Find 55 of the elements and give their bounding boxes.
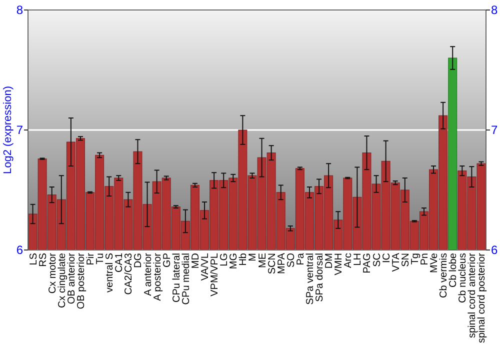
- x-tick-label: ventral S: [104, 252, 116, 292]
- x-tick-label: CA2/CA3: [124, 252, 135, 295]
- x-tick-label: Hb: [238, 252, 250, 266]
- x-tick-label: SN: [400, 253, 412, 267]
- x-tick-label: CPu medial: [180, 253, 192, 305]
- x-tick-label: Cb lobe: [448, 252, 460, 288]
- x-tick-label: LG: [219, 252, 230, 266]
- x-tick-label: A anterior: [142, 252, 154, 296]
- x-tick-label: Cx cingulate: [56, 252, 68, 308]
- x-tick-label: MPA: [276, 252, 288, 274]
- x-tick-label: Arc: [343, 253, 354, 268]
- x-tick-label: Cx motor: [47, 252, 58, 294]
- x-tick-label: CPu lateral: [171, 253, 182, 302]
- x-tick-label: PAG: [362, 252, 374, 274]
- x-tick-label: MVe: [429, 252, 440, 274]
- x-tick-label: SCN: [266, 253, 278, 274]
- y2-tick-label: 8: [491, 3, 498, 18]
- x-tick-label: Pa: [295, 252, 306, 266]
- x-tick-label: A posterior: [152, 252, 164, 301]
- y2-tick-label: 7: [491, 123, 498, 138]
- x-tick-label: DM: [324, 253, 336, 269]
- x-tick-label: Tu: [95, 253, 106, 264]
- x-tick-label: OB anterior: [66, 252, 78, 304]
- x-tick-label: GP: [162, 252, 173, 268]
- x-tick-label: Pir: [86, 252, 97, 266]
- x-tick-label: DG: [133, 252, 144, 268]
- x-tick-label: M: [248, 253, 259, 262]
- x-tick-label: Cb vermis: [438, 253, 450, 298]
- x-tick-label: spinal cord anterior: [467, 252, 478, 338]
- x-tick-label: LH: [352, 253, 364, 266]
- x-tick-label: spinal cord posterior: [476, 252, 488, 344]
- x-tick-label: SC: [372, 253, 383, 267]
- y-tick-label: 8: [16, 3, 24, 18]
- x-tick-label: IC: [381, 253, 392, 263]
- x-tick-label: MD: [190, 253, 202, 269]
- x-tick-label: VPM/VPL: [210, 252, 221, 296]
- y-tick-label: 7: [16, 123, 24, 138]
- x-tick-label: SPa ventral: [304, 253, 316, 305]
- x-tick-label: RS: [38, 252, 49, 267]
- x-tick-label: OB posterior: [76, 252, 87, 310]
- y-axis-title: Log2 (expression): [2, 86, 14, 174]
- x-tick-label: VA/VL: [200, 252, 212, 281]
- x-tick-label: SO: [286, 252, 297, 268]
- x-tick-label: Tg: [410, 253, 421, 265]
- x-tick-label: VMH: [334, 253, 345, 276]
- y-tick-label: 6: [16, 243, 24, 258]
- x-tick-label: MG: [228, 252, 240, 270]
- x-tick-label: ME: [257, 252, 268, 268]
- x-tick-label: Pn: [419, 253, 430, 266]
- x-tick-label: Cb nucleus: [458, 253, 469, 304]
- x-tick-label: CA1: [114, 252, 126, 272]
- y2-tick-label: 6: [491, 243, 498, 258]
- x-tick-label: SPa dorsal: [314, 253, 326, 302]
- x-tick-label: LS: [28, 252, 40, 266]
- x-tick-label: VTA: [390, 252, 402, 272]
